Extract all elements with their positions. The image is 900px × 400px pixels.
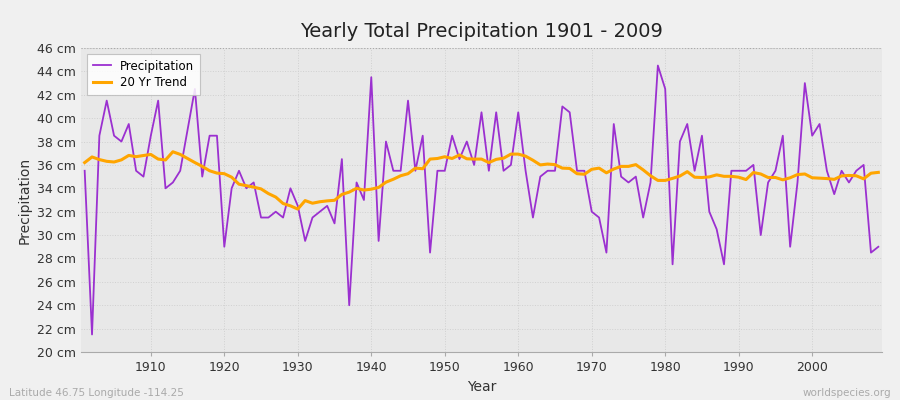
Text: worldspecies.org: worldspecies.org [803,388,891,398]
Y-axis label: Precipitation: Precipitation [18,156,32,244]
Precipitation [873,244,884,249]
20 Yr Trend [873,170,884,175]
20 Yr Trend [520,154,531,158]
20 Yr Trend [314,199,325,204]
20 Yr Trend [358,188,369,192]
Precipitation [608,122,619,126]
Line: 20 Yr Trend: 20 Yr Trend [85,152,878,209]
20 Yr Trend [616,164,626,169]
Precipitation [351,180,362,185]
Legend: Precipitation, 20 Yr Trend: Precipitation, 20 Yr Trend [87,54,200,95]
Precipitation [520,168,531,173]
Precipitation [307,215,318,220]
Precipitation [652,63,663,68]
20 Yr Trend [79,160,90,165]
20 Yr Trend [527,158,538,163]
Precipitation [146,133,157,138]
Text: Latitude 46.75 Longitude -114.25: Latitude 46.75 Longitude -114.25 [9,388,184,398]
Precipitation [79,168,90,173]
X-axis label: Year: Year [467,380,496,394]
Title: Yearly Total Precipitation 1901 - 2009: Yearly Total Precipitation 1901 - 2009 [300,22,663,41]
20 Yr Trend [167,149,178,154]
Precipitation [86,332,97,337]
20 Yr Trend [138,153,148,158]
Precipitation [513,110,524,115]
20 Yr Trend [292,207,303,212]
Line: Precipitation: Precipitation [85,66,878,334]
